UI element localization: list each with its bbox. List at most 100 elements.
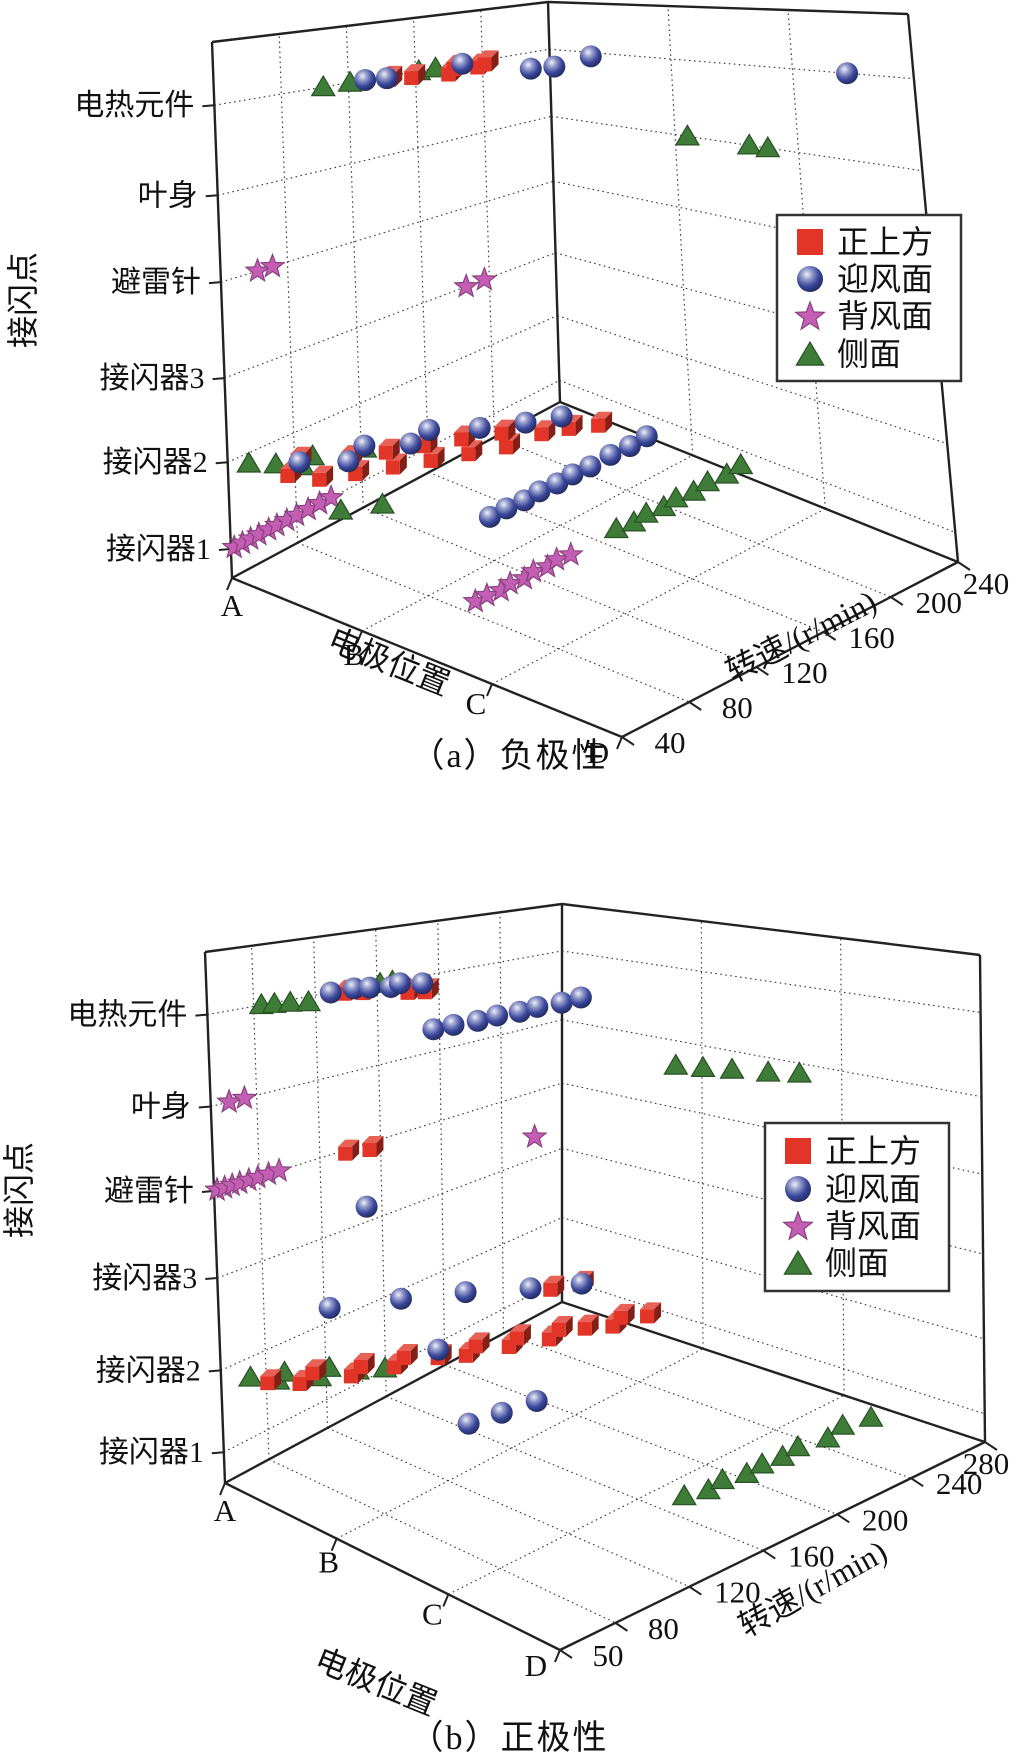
x-tick-label: A (221, 588, 244, 623)
z-tick-label: 160 (848, 620, 895, 655)
marker-star (231, 1084, 258, 1110)
marker-triangle (633, 501, 659, 523)
x-tick-label: D (587, 735, 609, 770)
marker-triangle (237, 1365, 264, 1387)
x-tick-label: C (466, 686, 487, 721)
marker-triangle (830, 1413, 856, 1435)
marker-cube (404, 64, 426, 86)
legend-label: 迎风面 (837, 261, 933, 297)
marker-sphere (358, 976, 381, 999)
marker-triangle (795, 340, 825, 366)
series-star (221, 252, 584, 613)
series-sphere (318, 972, 593, 1435)
marker-triangle (755, 135, 781, 158)
marker-triangle (277, 990, 303, 1012)
y-tick-label: 接闪器3 (92, 1262, 197, 1295)
marker-triangle (663, 486, 689, 508)
marker-sphere (353, 434, 376, 457)
marker-triangle (663, 1053, 689, 1075)
marker-cube (312, 465, 334, 487)
marker-sphere (451, 52, 474, 75)
marker-triangle (785, 1434, 811, 1457)
marker-sphere (355, 1195, 378, 1218)
marker-star (557, 540, 584, 566)
marker-cube (534, 420, 556, 442)
legend-item-sphere: 迎风面 (785, 1171, 921, 1207)
legend-item-cube: 正上方 (797, 224, 933, 260)
marker-cube (613, 1303, 635, 1325)
marker-sphere (418, 418, 441, 441)
axis-labels: 接闪器1 接闪器2 接闪器3 避雷针 叶身 电热元件 A B C D 50 80 120 160 200 24… (1, 999, 1009, 1723)
marker-star (265, 1157, 293, 1182)
marker-sphere (785, 1176, 811, 1202)
marker-sphere (526, 995, 549, 1018)
x-axis-title: 电极位置 (323, 621, 455, 702)
marker-star (318, 483, 345, 509)
marker-triangle (694, 469, 721, 492)
legend-item-triangle: 侧面 (795, 336, 901, 372)
y-tick-label: 电热元件 (74, 89, 194, 122)
marker-cube (640, 1302, 662, 1324)
marker-triangle (783, 1249, 813, 1275)
chart-a: 接闪器1 接闪器2 接闪器3 避雷针 叶身 电热元件 A B C D 40 80 120 160 20024… (5, 0, 1009, 770)
y-tick-label: 叶身 (138, 179, 198, 212)
marker-triangle (310, 74, 336, 97)
marker-sphere (337, 450, 360, 473)
marker-cube (494, 419, 516, 441)
marker-sphere (495, 497, 518, 520)
z-tick-label: 120 (781, 655, 828, 690)
marker-sphere (519, 1277, 542, 1300)
marker-star (471, 265, 498, 291)
legend-label: 正上方 (825, 1133, 921, 1169)
z-tick-label: 280 (963, 1446, 1010, 1481)
z-tick-label: 40 (655, 725, 686, 760)
y-tick-label: 叶身 (131, 1091, 191, 1124)
marker-cube (543, 1275, 565, 1297)
marker-cube (305, 1359, 327, 1381)
z-tick-label: 50 (593, 1638, 624, 1673)
marker-sphere (514, 411, 537, 434)
marker-triangle (603, 516, 629, 539)
legend-item-triangle: 侧面 (783, 1245, 889, 1281)
marker-cube (353, 1352, 375, 1374)
marker-sphere (468, 416, 491, 439)
legend-item-star: 背风面 (794, 298, 933, 334)
marker-cube (378, 438, 400, 460)
legend-item-cube: 正上方 (785, 1133, 921, 1169)
marker-triangle (719, 1057, 745, 1079)
x-tick-label: C (422, 1596, 443, 1631)
marker-cube (468, 1332, 490, 1354)
marker-cube (551, 1315, 573, 1337)
marker-cube (477, 50, 499, 72)
marker-triangle (369, 492, 396, 514)
marker-sphere (466, 1009, 489, 1032)
legend-label: 背风面 (837, 298, 933, 334)
marker-sphere (579, 45, 602, 68)
marker-sphere (569, 986, 592, 1009)
caption-a: （a）负极性 (410, 738, 608, 775)
marker-triangle (728, 452, 754, 475)
z-tick-label: 160 (788, 1539, 835, 1574)
marker-sphere (442, 1013, 465, 1036)
y-axis-title: 接闪点 (5, 252, 41, 348)
marker-sphere (599, 443, 622, 466)
y-axis-title: 接闪点 (1, 1142, 37, 1238)
y-tick-label: 接闪器2 (96, 1354, 201, 1387)
marker-cube (396, 1343, 418, 1365)
z-tick-label: 80 (722, 690, 753, 725)
marker-sphere (797, 266, 823, 292)
marker-cube (577, 1314, 599, 1336)
marker-triangle (749, 1452, 775, 1474)
marker-sphere (579, 455, 602, 478)
plot-frame (203, 902, 987, 1652)
marker-sphere (422, 1018, 445, 1041)
marker-triangle (671, 1483, 697, 1506)
z-tick-label: 200 (916, 585, 963, 620)
legend-item-sphere: 迎风面 (797, 261, 933, 297)
marker-sphere (288, 451, 311, 474)
marker-sphere (635, 425, 658, 448)
marker-cube (591, 411, 613, 433)
marker-cube (260, 1369, 282, 1391)
